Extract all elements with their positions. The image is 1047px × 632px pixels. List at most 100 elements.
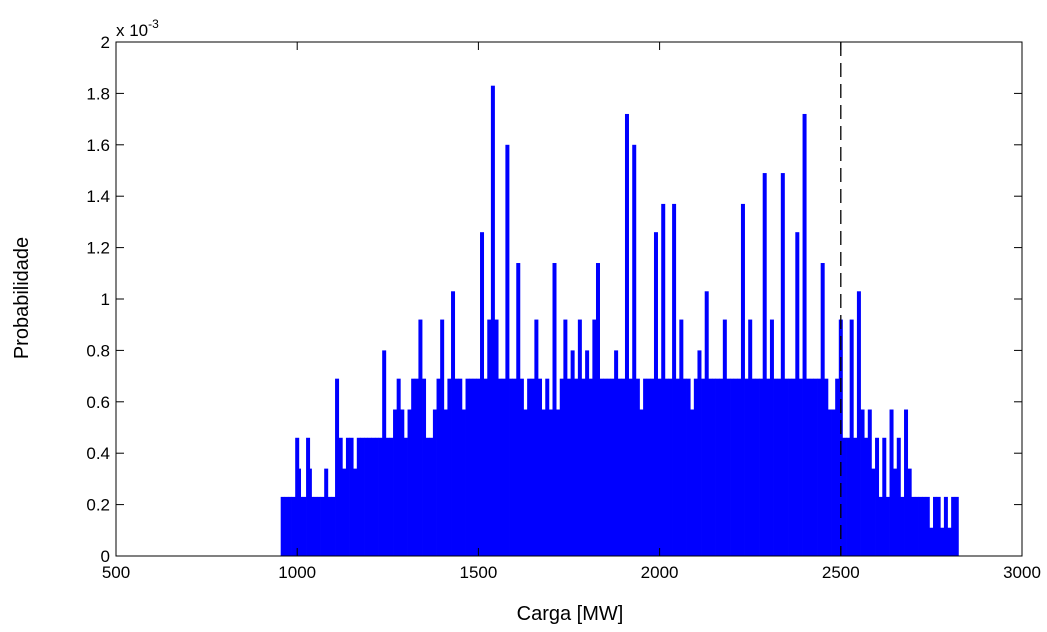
x-tick-label: 2500	[822, 563, 860, 582]
bar	[462, 410, 466, 556]
y-tick-label: 1.8	[86, 84, 110, 103]
bar	[331, 497, 335, 556]
bar	[690, 410, 694, 556]
bar	[553, 263, 557, 556]
bar	[842, 438, 846, 556]
y-tick-label: 1.2	[86, 239, 110, 258]
bar	[705, 291, 709, 556]
bar	[524, 410, 528, 556]
bar	[940, 528, 944, 556]
bar	[737, 379, 741, 556]
bar	[466, 379, 470, 556]
bar	[944, 497, 948, 556]
bar	[585, 350, 589, 556]
bar	[919, 497, 923, 556]
bar	[661, 204, 665, 556]
bar	[317, 497, 321, 556]
bar	[701, 379, 705, 556]
bar	[748, 320, 752, 556]
bar	[408, 410, 412, 556]
bar	[697, 350, 701, 556]
bar	[741, 204, 745, 556]
bar	[364, 438, 368, 556]
bar	[777, 379, 781, 556]
bar	[538, 379, 542, 556]
bar	[853, 438, 857, 556]
bar	[560, 379, 564, 556]
bar	[730, 379, 734, 556]
bar	[676, 379, 680, 556]
bar	[527, 379, 531, 556]
bar	[342, 469, 346, 556]
bar	[582, 379, 586, 556]
bar	[734, 379, 738, 556]
bar	[498, 379, 502, 556]
bar	[400, 410, 404, 556]
bar	[393, 410, 397, 556]
y-tick-label: 1.6	[86, 136, 110, 155]
bar	[415, 379, 419, 556]
bar	[350, 438, 354, 556]
bar	[346, 438, 350, 556]
bar	[360, 438, 364, 556]
bar	[592, 320, 596, 556]
y-tick-label: 0.8	[86, 341, 110, 360]
bar	[476, 379, 480, 556]
y-tick-label: 1.4	[86, 187, 110, 206]
bar	[379, 438, 383, 556]
bar	[531, 379, 535, 556]
bar	[897, 438, 901, 556]
bar	[643, 379, 647, 556]
bar	[781, 173, 785, 556]
bar	[832, 410, 836, 556]
x-axis-title: Carga [MW]	[517, 603, 624, 625]
bar	[817, 379, 821, 556]
bar	[900, 497, 904, 556]
bar	[886, 497, 890, 556]
bar	[882, 438, 886, 556]
bar	[509, 379, 513, 556]
x-tick-label: 1000	[278, 563, 316, 582]
bar	[864, 438, 868, 556]
bar	[353, 469, 357, 556]
bar	[411, 379, 415, 556]
bar	[650, 379, 654, 556]
bar	[600, 379, 604, 556]
bar	[763, 173, 767, 556]
bar	[422, 379, 426, 556]
bar	[926, 497, 930, 556]
y-tick-label: 0.2	[86, 496, 110, 515]
bar	[629, 379, 633, 556]
bar	[324, 469, 328, 556]
bar	[694, 379, 698, 556]
bar	[792, 379, 796, 556]
bar	[339, 438, 343, 556]
bar	[948, 528, 952, 556]
bar	[788, 379, 792, 556]
bar	[806, 379, 810, 556]
bar	[839, 320, 843, 556]
bar	[850, 320, 854, 556]
bar	[795, 232, 799, 556]
bar	[589, 379, 593, 556]
bar	[607, 379, 611, 556]
bar	[375, 438, 379, 556]
bar	[672, 204, 676, 556]
bar	[668, 379, 672, 556]
bar	[418, 320, 422, 556]
bar	[915, 497, 919, 556]
bar	[639, 410, 643, 556]
bar	[469, 379, 473, 556]
bar	[821, 263, 825, 556]
bar	[683, 379, 687, 556]
bar	[288, 497, 292, 556]
bar	[621, 379, 625, 556]
bar	[665, 379, 669, 556]
bar	[480, 232, 484, 556]
bar	[487, 320, 491, 556]
y-axis-title: Probabilidade	[11, 237, 33, 359]
bar	[861, 410, 865, 556]
bar	[712, 379, 716, 556]
bar	[799, 379, 803, 556]
